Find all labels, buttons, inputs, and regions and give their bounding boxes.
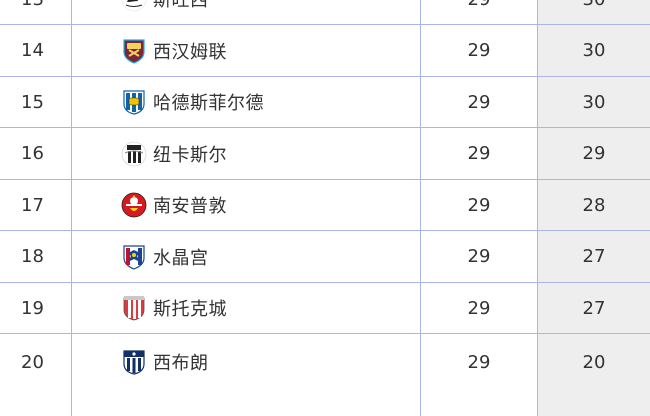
played-cell: 29 (421, 231, 538, 282)
team-name: 哈德斯菲尔德 (153, 93, 264, 114)
rank-cell: 13 (0, 0, 72, 24)
played-cell: 29 (421, 334, 538, 390)
west-ham-hammers-badge-icon (120, 37, 148, 65)
table-row[interactable]: 18 水晶宫 29 27 (0, 231, 650, 283)
played-cell: 29 (421, 25, 538, 76)
rank-cell: 20 (0, 334, 72, 390)
table-row-partial (0, 390, 650, 416)
table-row[interactable]: 20 西布朗 29 20 (0, 334, 650, 390)
points-cell: 29 (538, 128, 650, 179)
points-cell: 27 (538, 283, 650, 333)
table-row[interactable]: 15 哈德斯菲尔德 29 30 (0, 77, 650, 128)
rank-cell: 15 (0, 77, 72, 127)
team-cell[interactable]: 纽卡斯尔 (72, 128, 421, 179)
team-name: 斯托克城 (153, 299, 227, 320)
crystal-palace-eagle-badge-icon (120, 243, 148, 271)
rank-cell: 19 (0, 283, 72, 333)
west-brom-baggies-badge-icon (120, 348, 148, 376)
team-cell[interactable]: 西汉姆联 (72, 25, 421, 76)
rank-cell-empty (0, 390, 72, 416)
southampton-saints-badge-icon (120, 191, 148, 219)
team-name: 斯旺西 (153, 0, 209, 11)
points-cell: 30 (538, 25, 650, 76)
rank-cell: 16 (0, 128, 72, 179)
team-name: 西布朗 (153, 353, 209, 374)
team-name: 西汉姆联 (153, 41, 227, 63)
team-cell[interactable]: 水晶宫 (72, 231, 421, 282)
stoke-city-potters-badge-icon (120, 294, 148, 322)
rank-cell: 18 (0, 231, 72, 282)
points-cell: 28 (538, 180, 650, 230)
team-name: 纽卡斯尔 (153, 144, 227, 166)
table-row[interactable]: 19 斯托克城 29 27 (0, 283, 650, 334)
team-name: 南安普敦 (153, 196, 227, 217)
team-cell[interactable]: 西布朗 (72, 334, 421, 390)
team-cell[interactable]: 斯托克城 (72, 283, 421, 333)
played-cell: 29 (421, 180, 538, 230)
team-cell-empty (72, 390, 421, 416)
rank-cell: 17 (0, 180, 72, 230)
points-cell: 30 (538, 77, 650, 127)
table-row[interactable]: 13 斯旺西 29 30 (0, 0, 650, 25)
played-cell: 29 (421, 128, 538, 179)
team-cell[interactable]: 南安普敦 (72, 180, 421, 230)
team-name: 水晶宫 (153, 247, 209, 269)
team-cell[interactable]: 斯旺西 (72, 0, 421, 24)
played-cell: 29 (421, 283, 538, 333)
played-cell-empty (421, 390, 538, 416)
points-cell: 27 (538, 231, 650, 282)
table-row[interactable]: 14 西汉姆联 29 30 (0, 25, 650, 77)
played-cell: 29 (421, 77, 538, 127)
played-cell: 29 (421, 0, 538, 24)
points-cell: 20 (538, 334, 650, 390)
huddersfield-terrier-badge-icon (120, 88, 148, 116)
points-cell: 30 (538, 0, 650, 24)
rank-cell: 14 (0, 25, 72, 76)
points-cell-empty (538, 390, 650, 416)
table-row[interactable]: 16 纽卡斯尔 29 29 (0, 128, 650, 180)
swansea-swan-badge-icon (120, 0, 148, 13)
table-row[interactable]: 17 南安普敦 29 28 (0, 180, 650, 231)
team-cell[interactable]: 哈德斯菲尔德 (72, 77, 421, 127)
newcastle-magpies-badge-icon (120, 140, 148, 168)
